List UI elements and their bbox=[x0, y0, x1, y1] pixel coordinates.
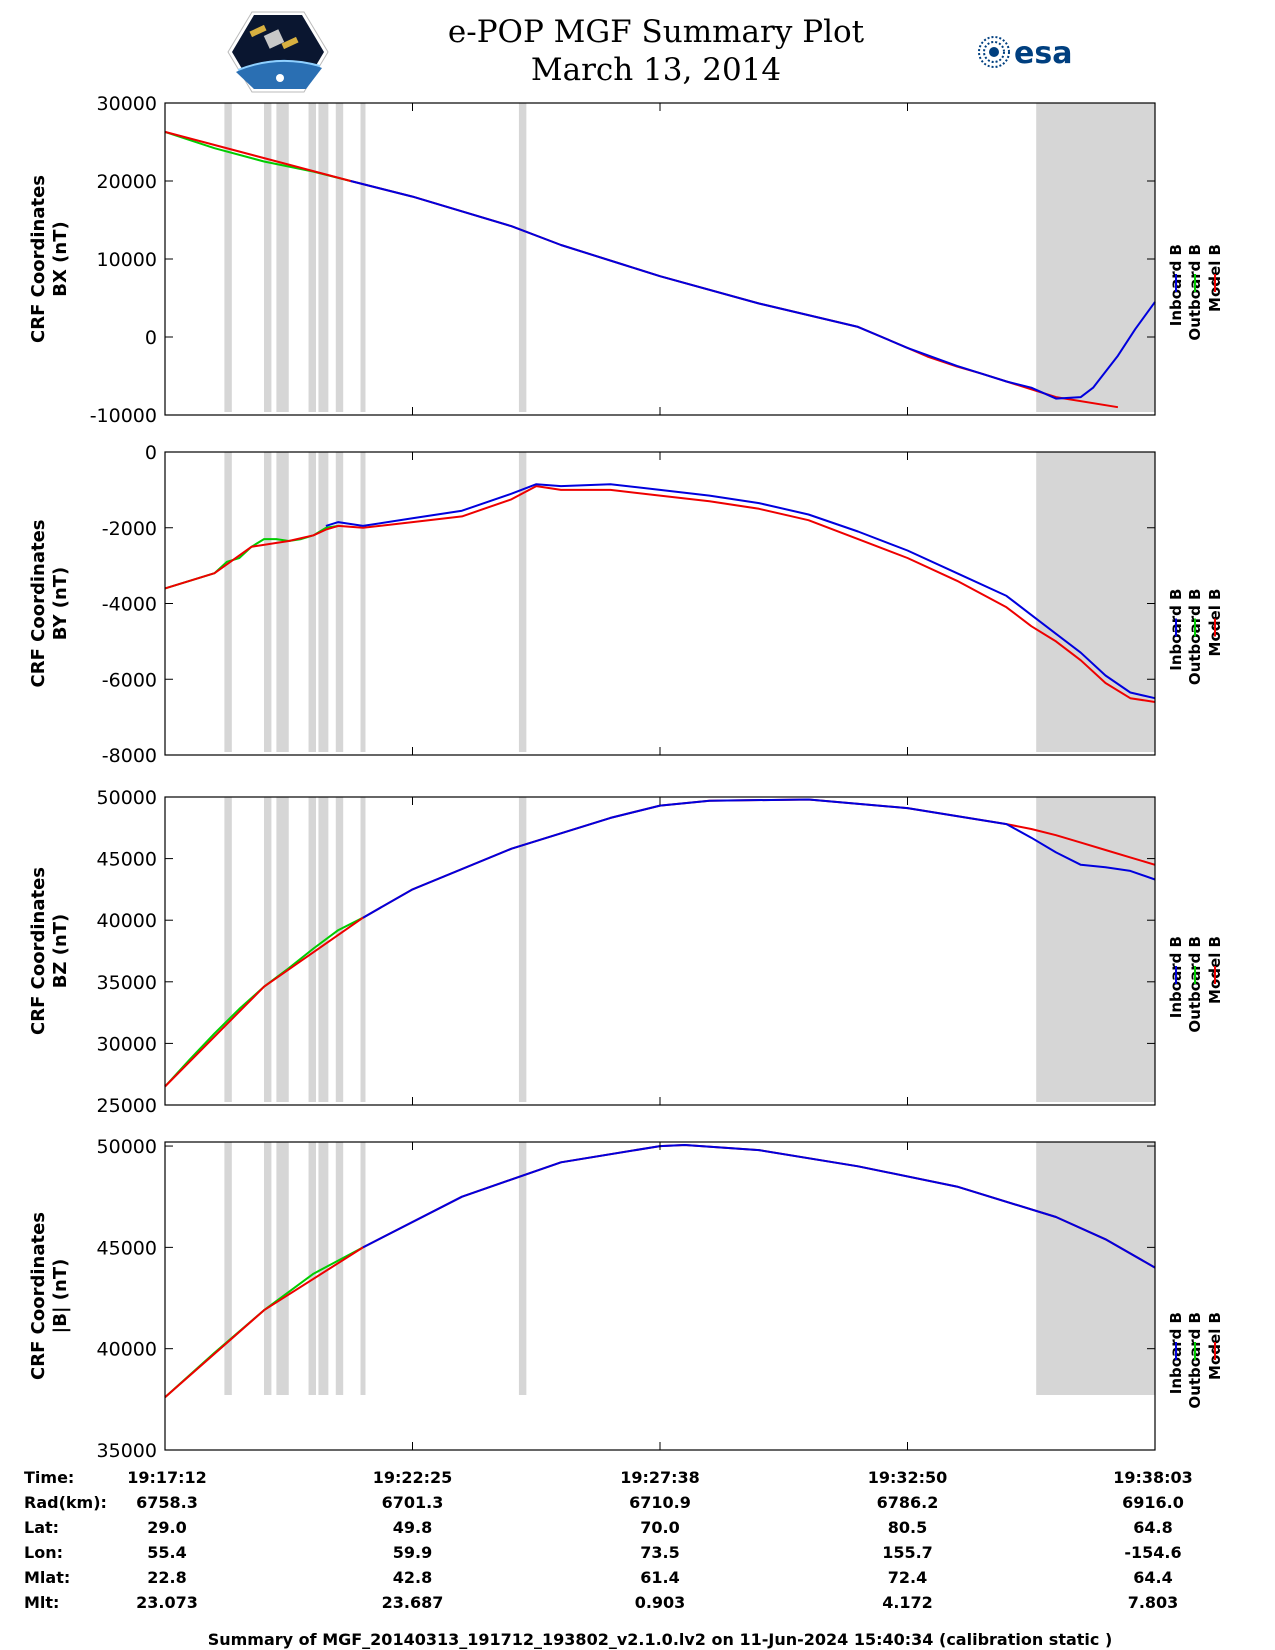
plot-date: March 13, 2014 bbox=[530, 52, 782, 88]
shade-region-6 bbox=[360, 797, 366, 1102]
y-axis-label: CRF CoordinatesBX (nT) bbox=[28, 175, 71, 343]
shade-region-8 bbox=[1036, 103, 1155, 412]
y-tick-label: -10000 bbox=[90, 405, 157, 427]
series-inboard-b bbox=[350, 180, 1156, 400]
footer-summary: Summary of MGF_20140313_191712_193802_v2… bbox=[207, 1630, 1113, 1649]
esa-logo: esa bbox=[978, 36, 1072, 71]
legend-label-outboard: Outboard B bbox=[1186, 244, 1204, 341]
y-tick-label: 45000 bbox=[97, 849, 157, 871]
shade-region-8 bbox=[1036, 797, 1155, 1102]
shade-region-4 bbox=[318, 797, 329, 1102]
shade-region-5 bbox=[335, 103, 344, 412]
shade-region-2 bbox=[276, 797, 289, 1102]
y-axis-label-line1: CRF Coordinates bbox=[28, 867, 49, 1035]
shade-region-7 bbox=[518, 1142, 527, 1395]
y-tick-label: 40000 bbox=[97, 1339, 157, 1361]
y-tick-label: 50000 bbox=[97, 787, 157, 809]
shade-region-3 bbox=[308, 1142, 316, 1395]
y-tick-label: 20000 bbox=[97, 171, 157, 193]
y-tick-label: 45000 bbox=[97, 1237, 157, 1259]
y-tick-label: 40000 bbox=[97, 910, 157, 932]
series-inboard-b bbox=[362, 798, 1156, 919]
shade-region-1 bbox=[264, 797, 272, 1102]
shade-region-1 bbox=[264, 1142, 272, 1395]
y-axis-label-line1: CRF Coordinates bbox=[28, 175, 49, 343]
shade-region-6 bbox=[360, 1142, 366, 1395]
y-axis-label: CRF CoordinatesBZ (nT) bbox=[28, 867, 71, 1035]
series-model-b bbox=[164, 485, 1156, 703]
shade-region-0 bbox=[224, 797, 232, 1102]
y-axis-label-line1: CRF Coordinates bbox=[28, 520, 49, 688]
y-axis-label-line2: BZ (nT) bbox=[50, 914, 71, 989]
shade-region-7 bbox=[518, 103, 527, 412]
y-axis-label: CRF CoordinatesBY (nT) bbox=[28, 520, 71, 688]
shade-region-3 bbox=[308, 452, 316, 752]
plot-title: e-POP MGF Summary Plot bbox=[447, 14, 865, 50]
panel-by: -8000 -6000 -4000 -2000 0 CRF CoordinatesBY (… bbox=[28, 442, 1224, 767]
shade-region-3 bbox=[308, 103, 316, 412]
y-tick-label: 35000 bbox=[97, 972, 157, 994]
shade-region-2 bbox=[276, 1142, 289, 1395]
shade-region-1 bbox=[264, 103, 272, 412]
series-inboard-b bbox=[362, 1144, 1156, 1269]
y-tick-label: -8000 bbox=[102, 745, 157, 767]
esa-swirl-icon bbox=[978, 36, 1010, 68]
y-tick-label: 10000 bbox=[97, 249, 157, 271]
y-tick-label: 35000 bbox=[97, 1440, 157, 1462]
panel-bz: 25000 30000 35000 40000 45000 50000 CRF Coordi… bbox=[28, 787, 1224, 1117]
shade-region-7 bbox=[518, 797, 527, 1102]
legend-label-outboard: Outboard B bbox=[1186, 936, 1204, 1033]
y-axis-label: CRF Coordinates|B| (nT) bbox=[28, 1212, 71, 1380]
y-tick-label: 30000 bbox=[97, 1033, 157, 1055]
y-tick-label: -2000 bbox=[102, 518, 157, 540]
panel-bmag: 35000 40000 45000 50000 CRF Coordinates|B| (… bbox=[28, 1136, 1224, 1462]
shade-region-4 bbox=[318, 452, 329, 752]
shade-region-8 bbox=[1036, 452, 1155, 752]
y-tick-label: 30000 bbox=[97, 93, 157, 115]
y-tick-label: 0 bbox=[145, 442, 157, 464]
shade-region-1 bbox=[264, 452, 272, 752]
shade-region-8 bbox=[1036, 1142, 1155, 1395]
shade-region-5 bbox=[335, 452, 344, 752]
shade-region-4 bbox=[318, 103, 329, 412]
y-axis-label-line1: CRF Coordinates bbox=[28, 1212, 49, 1380]
shade-region-0 bbox=[224, 452, 232, 752]
series-inboard-b bbox=[325, 483, 1156, 700]
y-axis-label-line2: |B| (nT) bbox=[50, 1259, 71, 1334]
y-tick-label: 0 bbox=[145, 327, 157, 349]
y-tick-label: -4000 bbox=[102, 594, 157, 616]
shade-region-6 bbox=[360, 103, 366, 412]
shade-region-7 bbox=[518, 452, 527, 752]
y-tick-label: 25000 bbox=[97, 1095, 157, 1117]
y-tick-label: 50000 bbox=[97, 1136, 157, 1158]
panel-bx: -10000 0 10000 20000 30000 CRF CoordinatesBX … bbox=[28, 93, 1224, 427]
shade-region-5 bbox=[335, 797, 344, 1102]
shade-region-0 bbox=[224, 103, 232, 412]
shade-region-2 bbox=[276, 452, 289, 752]
legend-label-outboard: Outboard B bbox=[1186, 1312, 1204, 1409]
shade-region-5 bbox=[335, 1142, 344, 1395]
y-tick-label: -6000 bbox=[102, 669, 157, 691]
shade-region-6 bbox=[360, 452, 366, 752]
legend-label-outboard: Outboard B bbox=[1186, 589, 1204, 686]
shade-region-2 bbox=[276, 103, 289, 412]
y-axis-label-line2: BY (nT) bbox=[50, 567, 71, 641]
shade-region-0 bbox=[224, 1142, 232, 1395]
cassiope-satellite-logo bbox=[227, 11, 329, 93]
esa-wordmark: esa bbox=[1014, 36, 1072, 71]
y-axis-label-line2: BX (nT) bbox=[50, 221, 71, 296]
